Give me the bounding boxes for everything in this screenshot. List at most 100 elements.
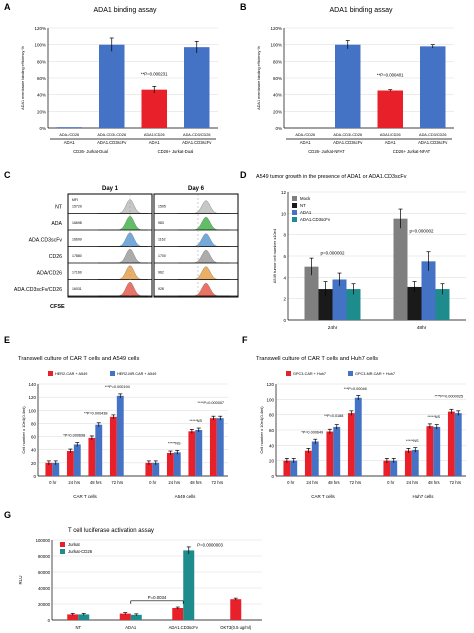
panel-letter-C: C xyxy=(4,170,11,180)
panel-A-category-label: ADA-/CD26 xyxy=(59,133,79,137)
panel-G-bar xyxy=(67,614,79,620)
panel-F-category-label: 72 hrs xyxy=(349,480,361,485)
panel-E-tick-label: 120 xyxy=(28,395,36,400)
panel-E-group-label: CAR T cells xyxy=(73,494,97,499)
panel-C-row-label: CD26 xyxy=(49,254,62,260)
panel-B-tick-label: 40% xyxy=(273,93,282,98)
panel-A-tick-label: 20% xyxy=(37,109,46,114)
panel-F-category-label: 0 hr xyxy=(287,480,295,485)
panel-D-legend-swatch xyxy=(292,217,297,222)
panel-E-legend-swatch xyxy=(110,371,115,376)
panel-F-p-value: **P=0.0188 xyxy=(324,414,343,418)
panel-E-category-label: 48 hrs xyxy=(90,480,102,485)
panel-E-bar xyxy=(95,424,103,476)
panel-E-bar xyxy=(52,462,60,476)
panel-C-mfi-day1: 16698 xyxy=(72,221,82,225)
panel-D-legend-label: ADA1.CD3scFv xyxy=(300,217,331,222)
panel-F-legend-swatch xyxy=(348,371,353,376)
panel-C-histogram-day6 xyxy=(178,266,230,280)
panel-F-bar xyxy=(326,431,334,476)
panel-D-bar xyxy=(332,279,347,320)
panel-F-bar xyxy=(283,460,291,476)
panel-title-B: ADA1 binding assay xyxy=(329,7,393,14)
panel-C-row-label: NT xyxy=(55,205,63,211)
panel-F-bar xyxy=(347,413,355,476)
panel-F-p-value: *****NS xyxy=(406,439,419,443)
panel-E-bar xyxy=(166,453,174,476)
panel-C-histogram-day1 xyxy=(98,265,148,280)
panel-E-legend-label: HER2-MR.CAR + A549 xyxy=(117,372,156,376)
panel-G-bar xyxy=(119,613,131,620)
panel-G-bar xyxy=(230,599,242,620)
panel-C-histogram-day1 xyxy=(98,232,148,247)
panel-C-histogram-day6 xyxy=(178,216,230,231)
panel-D-tick-label: 8 xyxy=(283,233,286,238)
panel-C-column-header: Day 1 xyxy=(102,186,119,192)
panel-D-bar xyxy=(346,289,361,320)
panel-E-bar xyxy=(88,437,96,476)
panel-C-mfi-label: MFI xyxy=(72,198,78,202)
panel-C-histogram-day6 xyxy=(178,249,230,264)
panel-A-category-label: ADA1/CD26 xyxy=(144,133,165,137)
panel-C-column-header: Day 6 xyxy=(188,186,205,192)
panel-C-histogram-day6 xyxy=(178,233,230,247)
panel-E-bar xyxy=(216,418,224,476)
panel-C-mfi-day6: 928 xyxy=(158,287,164,291)
panel-B-category-label: ADA1/CD26 xyxy=(380,133,401,137)
panel-A-bar xyxy=(141,89,167,128)
panel-F-group-label: Huh7 cells xyxy=(412,494,434,499)
panel-B-tick-label: 60% xyxy=(273,76,282,81)
panel-F-bar xyxy=(411,449,419,476)
panel-A-group-label: CD26+ Jurkat-Dual xyxy=(158,149,194,154)
panel-D-tick-label: 6 xyxy=(283,254,286,259)
panel-E-tick-label: 0 xyxy=(33,474,36,479)
panel-C-histogram-day1 xyxy=(98,281,148,297)
panel-F-bar xyxy=(433,426,441,476)
panel-C-histogram-day1 xyxy=(98,199,148,214)
panel-B-category-label: ADA-CD3/CD26 xyxy=(419,133,446,137)
panel-A-tick-label: 80% xyxy=(37,59,46,64)
panel-D-legend-swatch xyxy=(292,196,297,201)
panel-A-tick-label: 60% xyxy=(37,76,46,81)
panel-E-bar xyxy=(73,444,81,476)
panel-F-ylabel: Cell number x 10e4(0.4ml) xyxy=(259,406,264,454)
panel-letter-A: A xyxy=(4,2,11,12)
panel-title-A: ADA1 binding assay xyxy=(93,7,157,14)
panel-E-legend-swatch xyxy=(48,371,53,376)
panel-E-category-label: 72 hrs xyxy=(211,480,223,485)
panel-E-bar xyxy=(109,416,117,476)
panel-B-tick-label: 80% xyxy=(273,59,282,64)
panel-G-tick-label: 80000 xyxy=(38,554,51,559)
panel-A-tick-label: 40% xyxy=(37,93,46,98)
panel-F-bar xyxy=(404,450,412,476)
panel-A-tick-label: 0% xyxy=(39,126,46,131)
panel-F-tick-label: 120 xyxy=(266,382,274,387)
panel-F-bar xyxy=(290,460,298,476)
panel-B-bar xyxy=(377,90,403,128)
panel-B-group-label: CD26- Jurkat-NFAT xyxy=(308,149,345,154)
panel-G-category-label: NT xyxy=(75,625,81,630)
panel-G-bar xyxy=(172,608,184,620)
panel-F-legend-label: GPC3-CAR + Huh7 xyxy=(293,372,326,376)
panel-C-mfi-day6: 1700 xyxy=(158,254,166,258)
panel-C-mfi-day1: 16031 xyxy=(72,287,82,291)
panel-F-tick-label: 0 xyxy=(271,474,274,479)
panel-D-legend-label: ADA1 xyxy=(300,210,312,215)
panel-G-bar xyxy=(130,614,142,620)
panel-E-bar xyxy=(209,418,217,476)
panel-E-tick-label: 40 xyxy=(31,448,37,453)
panel-C-mfi-day1: 17169 xyxy=(72,271,82,275)
panel-E-tick-label: 60 xyxy=(31,435,37,440)
panel-E-p-value: ***P=0.000194 xyxy=(105,385,130,389)
panel-F-p-value: *P=0.000649 xyxy=(301,431,323,435)
panel-F-bar xyxy=(311,441,319,476)
panel-A-tick-label: 100% xyxy=(34,43,46,48)
panel-letter-F: F xyxy=(242,335,248,345)
panel-F-bar xyxy=(383,460,391,476)
panel-G-legend-swatch xyxy=(60,549,65,554)
panel-D-bar xyxy=(421,261,436,320)
panel-B-tick-label: 100% xyxy=(270,43,282,48)
panel-C-row-label: ADA.CD3scFv xyxy=(29,238,63,244)
panel-C-histogram-day1 xyxy=(98,215,148,231)
panel-B-subcategory-label: ADA1 xyxy=(385,140,397,145)
